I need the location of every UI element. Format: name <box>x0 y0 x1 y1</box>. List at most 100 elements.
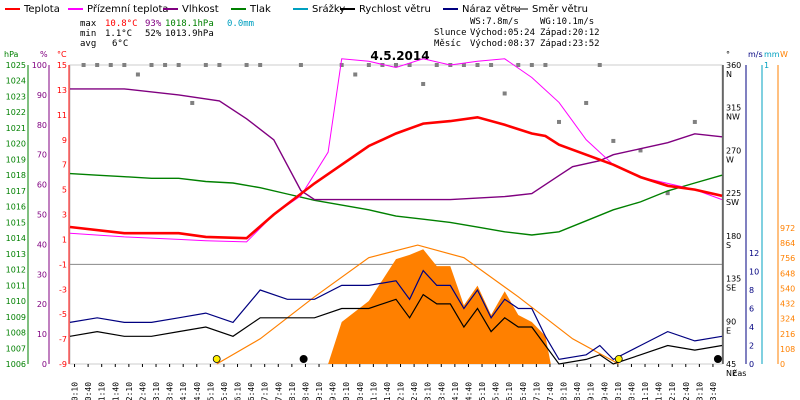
wind-direction-point <box>611 138 616 143</box>
wm2-tick-label: 648 <box>780 269 795 278</box>
pct-tick-label: 80 <box>37 121 47 130</box>
wm2-tick-label: 864 <box>780 239 795 248</box>
mm-axis-title: mm <box>764 50 780 59</box>
x-tick-label: 04:40 <box>193 382 202 400</box>
ms-axis-title: m/s <box>748 50 763 59</box>
deg-tick-label: 90 <box>726 317 736 326</box>
x-tick-label: 11:10 <box>369 382 378 400</box>
deg-dir-label: S <box>726 241 731 250</box>
x-tick-label: 15:10 <box>478 382 487 400</box>
series-humidity <box>70 88 723 201</box>
hpa-tick-label: 1023 <box>6 92 26 101</box>
x-tick-label: 01:40 <box>111 382 120 400</box>
wm2-tick-label: 756 <box>780 254 795 263</box>
ms-tick-label: 4 <box>749 323 754 332</box>
ms-tick-label: 8 <box>749 286 754 295</box>
x-tick-label: 06:40 <box>247 382 256 400</box>
hpa-tick-label: 1021 <box>6 124 26 133</box>
x-tick-label: 13:40 <box>437 382 446 400</box>
x-tick-label: 08:40 <box>301 382 310 400</box>
wind-direction-point <box>421 81 426 86</box>
series-pressure <box>69 172 723 236</box>
degc-tick-label: 1 <box>62 235 67 244</box>
sunset-marker <box>614 355 623 363</box>
degc-tick-label: 3 <box>62 211 67 220</box>
pct-tick-label: 70 <box>37 151 47 160</box>
wind-direction-point <box>380 63 385 67</box>
x-tick-label: 19:10 <box>587 382 596 400</box>
wind-direction-point <box>502 91 507 96</box>
deg-dir-label: SW <box>726 198 739 207</box>
hpa-tick-label: 1009 <box>6 313 26 322</box>
x-tick-label: 20:40 <box>627 382 636 400</box>
legend: Teplota Přízemní teplota Vlhkost Tlak Srážky… <box>5 3 588 15</box>
hpa-tick-label: 1020 <box>6 140 26 149</box>
x-tick-label: 00:10 <box>71 382 80 400</box>
pct-tick-label: 50 <box>37 211 47 220</box>
x-tick-label: 11:40 <box>383 382 392 400</box>
wind-direction-point <box>353 72 358 77</box>
wind-direction-point <box>584 100 589 105</box>
legend-label: Srážky <box>312 3 345 15</box>
wind-direction-point <box>366 63 371 67</box>
legend-label: Tlak <box>249 4 271 15</box>
x-tick-label: 21:40 <box>655 382 664 400</box>
wm2-tick-label: 216 <box>780 330 795 339</box>
wind-direction-point <box>244 63 249 67</box>
wind-direction-point <box>597 63 602 67</box>
moon-rise: Východ:08:37 <box>470 39 535 49</box>
x-tick-label: 12:40 <box>410 382 419 400</box>
wind-direction-point <box>543 63 548 67</box>
x-tick-label: 22:40 <box>682 382 691 400</box>
deg-axis-title: ° <box>726 50 730 59</box>
deg-tick-label: 315 <box>726 104 741 113</box>
astro-wind-info: WS:7.8m/s WG:10.1m/s Slunce Východ:05:24… <box>434 17 600 49</box>
pct-tick-label: 10 <box>37 330 47 339</box>
moon-label: Měsíc <box>434 39 461 49</box>
wm2-tick-label: 972 <box>780 224 795 233</box>
pct-axis-title: % <box>40 50 48 59</box>
x-tick-label: 00:40 <box>84 382 93 400</box>
pct-tick-label: 90 <box>37 91 47 100</box>
deg-dir-label: NW <box>726 113 740 122</box>
x-tick-label: 07:10 <box>261 382 270 400</box>
degc-tick-label: -7 <box>59 335 67 344</box>
wind-direction-point <box>516 63 521 67</box>
degc-tick-label: 15 <box>57 61 67 70</box>
wind-direction-point <box>407 63 412 67</box>
x-tick-label: 15:40 <box>492 382 501 400</box>
wind-direction-point <box>461 63 466 67</box>
wind-direction-point <box>190 100 195 105</box>
x-tick-label: 03:40 <box>166 382 175 400</box>
stat-max-temp: 10.8°C <box>105 19 138 29</box>
hpa-tick-label: 1024 <box>6 77 26 86</box>
x-tick-label: 14:40 <box>464 382 473 400</box>
wind-direction-point <box>529 63 534 67</box>
wm2-tick-label: 540 <box>780 284 795 293</box>
x-tick-label: 16:10 <box>505 382 514 400</box>
wind-direction-point <box>108 63 113 67</box>
deg-tick-label: 45 <box>726 360 736 369</box>
wm2-axis-title: W <box>780 50 788 59</box>
series-theoretical-solar <box>216 244 620 365</box>
sun-rise: Východ:05:24 <box>470 28 535 38</box>
wm2-tick-label: 432 <box>780 300 795 309</box>
ms-tick-label: 10 <box>749 268 759 277</box>
deg-tick-label: 135 <box>726 275 741 284</box>
x-tick-label: 22:10 <box>668 382 677 400</box>
x-tick-label: 01:10 <box>98 382 107 400</box>
x-tick-label: 20:10 <box>614 382 623 400</box>
x-tick-label: 21:10 <box>641 382 650 400</box>
ms-tick-label: 12 <box>749 249 759 258</box>
wind-direction-point <box>638 148 643 153</box>
degc-tick-label: -9 <box>59 360 67 369</box>
legend-label: Přízemní teplota <box>87 3 169 15</box>
moonrise-marker <box>299 355 308 363</box>
stat-max-rain: 0.0mm <box>227 19 254 29</box>
wind-direction-point <box>135 72 140 77</box>
ms-tick-label: 6 <box>749 305 754 314</box>
wind-direction-point <box>163 63 168 67</box>
stat-max-hum: 93% <box>145 19 162 29</box>
degc-axis-title: °C <box>57 50 67 59</box>
